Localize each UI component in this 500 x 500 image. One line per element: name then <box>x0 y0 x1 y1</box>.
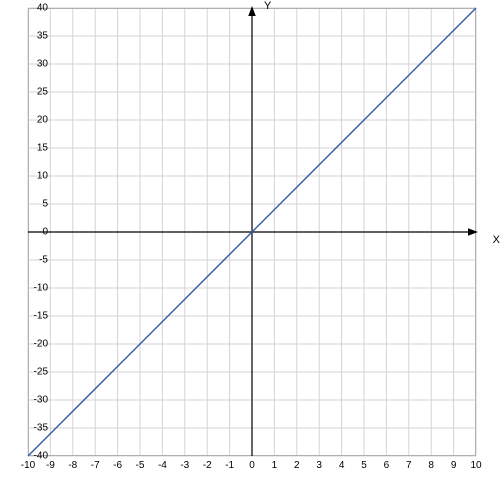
x-tick-label: -7 <box>91 460 100 471</box>
x-tick-label: 8 <box>428 460 434 471</box>
y-tick-label: 5 <box>42 199 48 210</box>
x-tick-label: -8 <box>68 460 77 471</box>
x-tick-label: 2 <box>294 460 300 471</box>
x-tick-label: -2 <box>203 460 212 471</box>
x-tick-label: 10 <box>470 460 481 471</box>
y-tick-label: 15 <box>37 143 48 154</box>
x-tick-label: -5 <box>136 460 145 471</box>
x-tick-label: 3 <box>316 460 322 471</box>
x-tick-label: 6 <box>384 460 390 471</box>
y-tick-label: -30 <box>34 395 48 406</box>
x-tick-label: -9 <box>46 460 55 471</box>
y-axis-label: Y <box>264 0 271 12</box>
x-tick-label: 0 <box>249 460 255 471</box>
x-tick-label: 4 <box>339 460 345 471</box>
x-tick-label: -1 <box>225 460 234 471</box>
y-tick-label: -15 <box>34 311 48 322</box>
x-tick-label: -6 <box>113 460 122 471</box>
y-tick-label: 30 <box>37 59 48 70</box>
x-tick-label: -4 <box>158 460 167 471</box>
y-tick-label: 25 <box>37 87 48 98</box>
y-tick-label: 20 <box>37 115 48 126</box>
x-tick-label: 7 <box>406 460 412 471</box>
y-tick-label: 10 <box>37 171 48 182</box>
y-tick-label: -5 <box>39 255 48 266</box>
x-tick-label: 5 <box>361 460 367 471</box>
x-tick-label: 1 <box>272 460 278 471</box>
x-tick-label: 9 <box>451 460 457 471</box>
x-tick-label: -10 <box>21 460 35 471</box>
y-tick-label: -10 <box>34 283 48 294</box>
y-tick-label: -20 <box>34 339 48 350</box>
y-tick-label: 40 <box>37 3 48 14</box>
y-tick-label: 0 <box>42 227 48 238</box>
chart-container <box>28 8 476 456</box>
x-axis-label: X <box>493 234 500 246</box>
line-chart <box>28 8 476 456</box>
y-tick-label: -35 <box>34 423 48 434</box>
x-tick-label: -3 <box>180 460 189 471</box>
y-tick-label: -25 <box>34 367 48 378</box>
y-tick-label: 35 <box>37 31 48 42</box>
